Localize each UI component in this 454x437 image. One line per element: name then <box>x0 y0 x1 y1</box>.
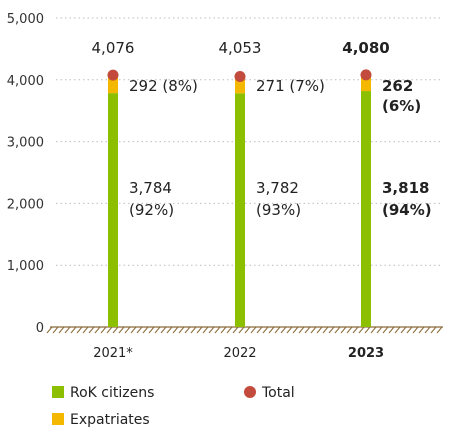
legend-label: Total <box>261 385 295 401</box>
x-tick-label: 2022 <box>223 346 256 361</box>
x-tick-label: 2023 <box>348 346 384 361</box>
bar-rok-citizens <box>361 91 371 327</box>
bar-expatriates <box>361 74 371 92</box>
y-tick-label: 0 <box>36 321 44 336</box>
total-label: 4,080 <box>342 39 389 57</box>
legend-square-marker <box>52 413 64 425</box>
bar-expatriates <box>235 76 245 94</box>
legend-circle-marker <box>244 386 256 398</box>
total-marker <box>360 69 372 81</box>
expatriates-label: 262 (6%) <box>382 77 421 115</box>
grid-lines <box>56 17 440 266</box>
legend-label: RoK citizens <box>70 385 154 401</box>
rok-citizens-label: 3,784 (92%) <box>129 179 174 219</box>
y-tick-label: 5,000 <box>7 12 44 27</box>
total-marker <box>234 71 246 83</box>
rok-citizens-label: 3,818 (94%) <box>382 179 432 219</box>
legend: RoK citizens Total Expatriates <box>52 385 295 428</box>
x-tick-label: 2021* <box>93 346 133 361</box>
total-marker <box>107 69 119 81</box>
legend-item: Expatriates <box>52 412 150 428</box>
x-axis-hatching <box>46 326 443 334</box>
bar-expatriates <box>108 75 118 94</box>
legend-label: Expatriates <box>70 412 150 428</box>
legend-item: Total <box>244 385 295 401</box>
bar-rok-citizens <box>235 93 245 327</box>
expatriates-label: 292 (8%) <box>129 77 198 95</box>
y-tick-label: 3,000 <box>7 136 44 151</box>
x-axis: 0 1,000 2,000 3,000 4,000 5,000 2021* 2022 2023 <box>7 12 443 361</box>
y-tick-label: 4,000 <box>7 74 44 89</box>
legend-item: RoK citizens <box>52 385 154 401</box>
legend-square-marker <box>52 386 64 398</box>
total-label: 4,053 <box>219 39 262 57</box>
bar-rok-citizens <box>108 93 118 327</box>
y-tick-label: 2,000 <box>7 197 44 212</box>
y-tick-label: 1,000 <box>7 259 44 274</box>
bars <box>107 69 372 327</box>
total-label: 4,076 <box>92 39 135 57</box>
rok-citizens-label: 3,782 (93%) <box>256 179 301 219</box>
expatriates-label: 271 (7%) <box>256 77 325 95</box>
data-labels: 4,076 292 (8%) 3,784 (92%) 4,053 271 (7%) 3,78… <box>92 39 432 219</box>
